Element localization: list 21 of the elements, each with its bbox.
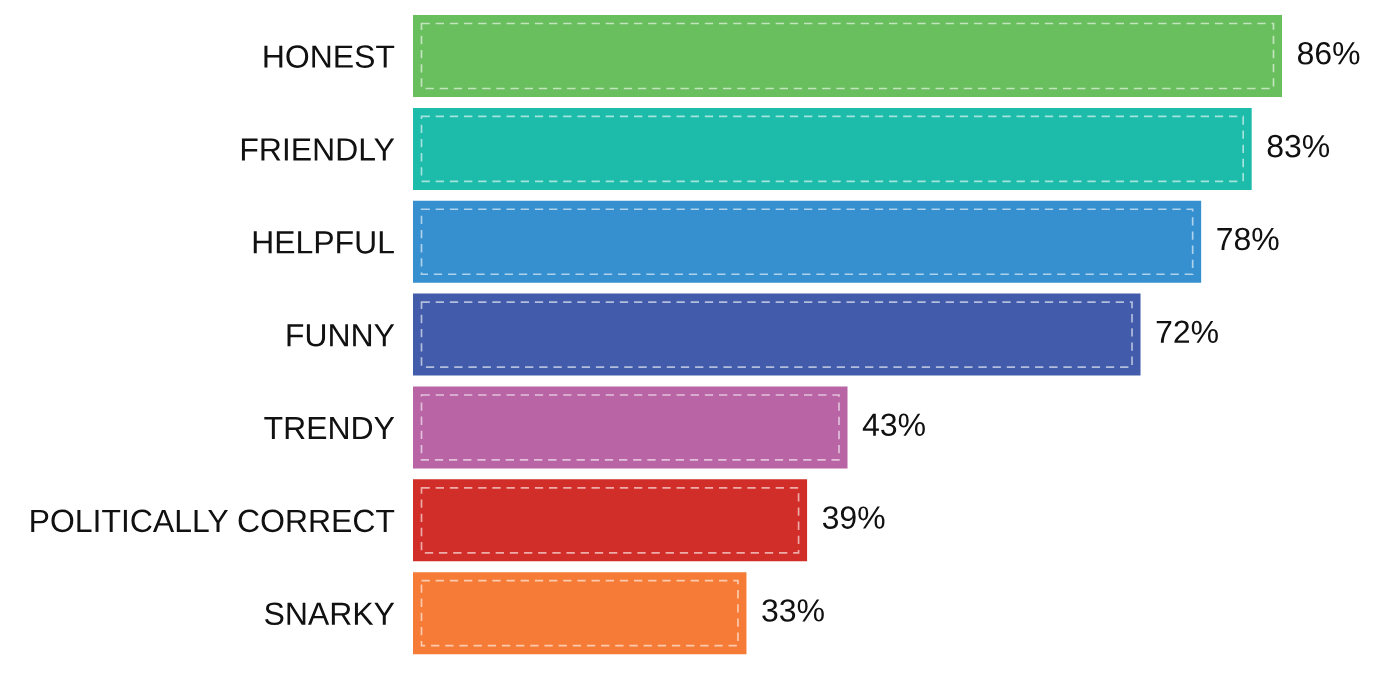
- bar: [413, 479, 808, 562]
- y-tick-label: HONEST: [264, 45, 395, 68]
- y-tick-label: FUNNY: [287, 324, 395, 347]
- bar: [413, 386, 848, 469]
- data-label: 86%: [1297, 41, 1360, 65]
- y-tick-label: TRENDY: [264, 417, 395, 440]
- bar: [413, 200, 1202, 283]
- bar: [413, 572, 747, 655]
- y-tick-label: HELPFUL: [253, 231, 394, 254]
- data-label: 43%: [862, 413, 925, 437]
- data-label: 33%: [762, 599, 824, 622]
- bar: [413, 107, 1252, 190]
- data-label: 72%: [1156, 320, 1218, 344]
- y-tick-label: FRIENDLY: [241, 138, 395, 161]
- bar: [413, 15, 1282, 98]
- data-label: 39%: [822, 506, 885, 529]
- data-label: 83%: [1267, 134, 1330, 158]
- bar: [413, 293, 1141, 376]
- data-label: 78%: [1217, 227, 1279, 251]
- y-tick-label: POLITICALLY CORRECT: [31, 509, 395, 533]
- y-tick-label: SNARKY: [265, 602, 395, 626]
